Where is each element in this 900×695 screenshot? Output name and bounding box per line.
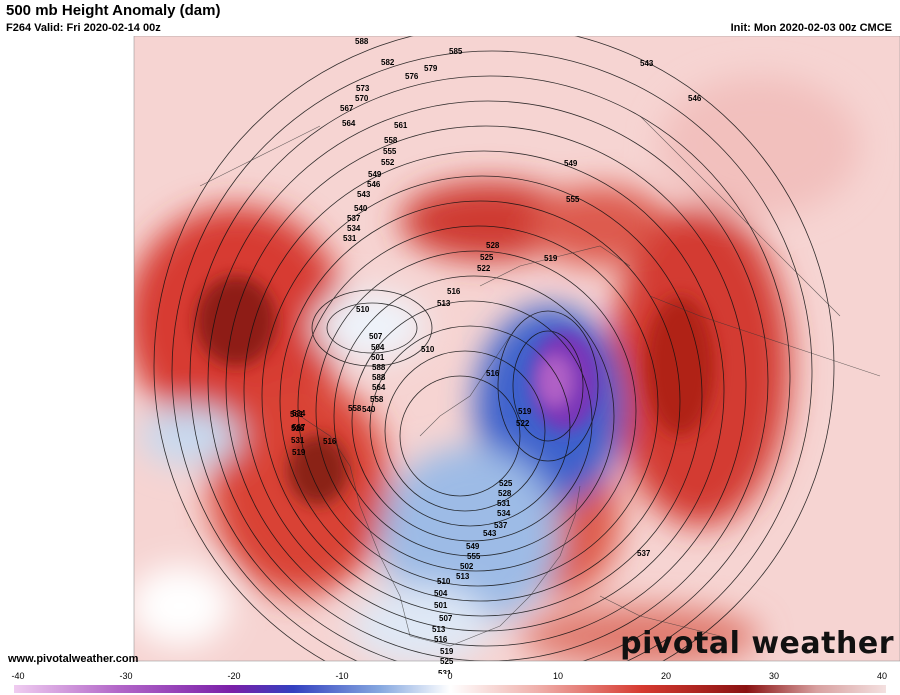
contour-label: 555 [566,195,580,204]
colorbar-tick-label: -20 [227,671,241,681]
contour-label: 522 [516,419,530,428]
contour-label: 531 [343,234,357,243]
contour-label: 537 [637,549,651,558]
contour-label: 561 [394,121,408,130]
contour-label: 522 [477,264,491,273]
contour-label: 588 [372,373,386,382]
contour-label: 543 [640,59,654,68]
contour-label: 510 [437,577,451,586]
contour-label: 516 [447,287,461,296]
contour-label: 519 [440,647,454,656]
contour-label: 588 [355,37,369,46]
colorbar-tick-label: -10 [335,671,349,681]
contour-label: 540 [362,405,376,414]
contour-label: 573 [356,84,370,93]
contour-label: 528 [291,424,305,433]
contour-label: 552 [381,158,395,167]
contour-label: 525 [440,657,454,666]
contour-label: 507 [369,332,383,341]
contour-label: 516 [323,437,337,446]
contour-label: 567 [340,104,354,113]
contour-label: 537 [494,521,508,530]
contour-label: 513 [432,625,446,634]
contour-label: 579 [424,64,438,73]
contour-label: 504 [371,343,385,352]
contour-label: 507 [439,614,453,623]
colorbar-tick-label: 0 [447,671,453,681]
contour-label: 543 [483,529,497,538]
contour-label: 543 [357,190,371,199]
valid-time: F264 Valid: Fri 2020-02-14 00z [6,22,161,34]
contour-label: 528 [498,489,512,498]
contour-label: 534 [497,509,511,518]
contour-label: 537 [347,214,361,223]
contour-label: 546 [688,94,702,103]
colorbar-tick-label: -40 [11,671,25,681]
contour-label: 558 [370,395,384,404]
contour-label: 516 [486,369,500,378]
contour-label: 531 [497,499,511,508]
colorbar [14,685,886,693]
contour-label: 540 [354,204,368,213]
colorbar-tick-label: 40 [876,671,888,681]
contour-label: 555 [383,147,397,156]
contour-label: 555 [467,552,481,561]
init-time: Init: Mon 2020-02-03 00z CMCE [730,22,892,34]
colorbar-tick-label: 10 [552,671,564,681]
contour-label: 564 [342,119,356,128]
contour-label: 513 [456,572,470,581]
contour-label: 519 [518,407,532,416]
map-title: 500 mb Height Anomaly (dam) [6,2,221,19]
contour-label: 564 [372,383,386,392]
contour-label: 582 [381,58,395,67]
contour-label: 501 [371,353,385,362]
colorbar-tick-label: 30 [768,671,780,681]
contour-label: 549 [368,170,382,179]
contour-label: 525 [499,479,513,488]
contour-label: 588 [372,363,386,372]
colorbar-tick-label: -30 [119,671,133,681]
contour-label: 513 [437,299,451,308]
contour-label: 558 [348,404,362,413]
contour-label: 516 [434,635,448,644]
contour-label: 534 [292,409,306,418]
contour-label: 510 [356,305,370,314]
contour-label: 561 [290,410,304,419]
contour-label: 531 [438,669,452,674]
contour-label: 546 [367,180,381,189]
contour-label: 570 [355,94,369,103]
contour-label: 531 [291,436,305,445]
contour-label: 549 [466,542,480,551]
contour-label: 525 [480,253,494,262]
contour-label: 534 [347,224,361,233]
website-url[interactable]: www.pivotalweather.com [8,653,139,665]
contour-label: 504 [434,589,448,598]
contour-label: 501 [434,601,448,610]
contour-label: 576 [405,72,419,81]
contour-label: 549 [564,159,578,168]
contour-label: 519 [292,448,306,457]
contour-label: 528 [486,241,500,250]
contour-label: 585 [449,47,463,56]
contour-label: 567 [292,423,306,432]
colorbar-ticks: -40 -30 -20 -10 0 10 20 30 40 [0,671,900,683]
colorbar-tick-label: 20 [660,671,672,681]
contour-label: 502 [460,562,474,571]
contour-label: 558 [384,136,398,145]
brand-logo: pivotal weather [620,626,894,661]
contour-label: 510 [421,345,435,354]
contour-label: 519 [544,254,558,263]
